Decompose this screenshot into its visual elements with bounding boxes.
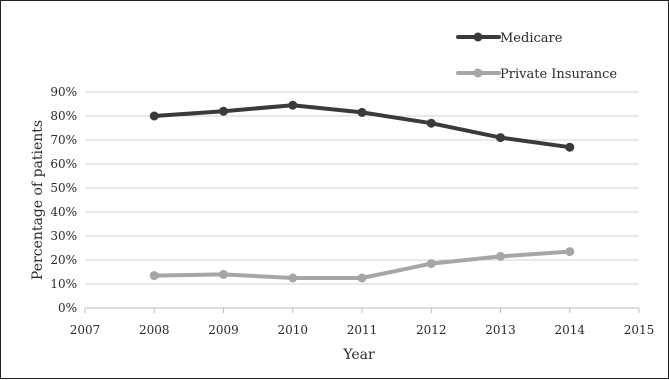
legend-label: Medicare bbox=[500, 31, 563, 46]
x-tick-label: 2009 bbox=[208, 323, 239, 337]
data-point bbox=[357, 273, 367, 283]
data-point bbox=[288, 273, 298, 283]
x-tick-label: 2014 bbox=[554, 323, 585, 337]
y-tick-label: 90% bbox=[50, 85, 77, 99]
axes: 0% 10% 20% 30% 40% 50% 60% 70% 80% 90% 2007 2008 200… bbox=[50, 85, 654, 337]
x-tick-label: 2013 bbox=[485, 323, 516, 337]
data-point bbox=[219, 269, 228, 279]
y-tick-label: 80% bbox=[50, 109, 77, 123]
x-tick-label: 2008 bbox=[139, 323, 170, 337]
data-point bbox=[149, 271, 159, 281]
legend: Medicare Private Insurance bbox=[456, 31, 617, 82]
data-point bbox=[496, 251, 505, 261]
y-tick-label: 60% bbox=[50, 157, 77, 171]
y-tick-label: 40% bbox=[50, 205, 77, 219]
series-lines bbox=[149, 100, 575, 283]
y-tick-label: 70% bbox=[50, 133, 77, 147]
legend-label: Private Insurance bbox=[500, 67, 617, 82]
data-point bbox=[565, 142, 575, 152]
x-tick-label: 2012 bbox=[416, 323, 447, 337]
y-tick-label: 10% bbox=[50, 277, 77, 291]
data-point bbox=[565, 247, 575, 257]
y-axis-title: Percentage of patients bbox=[30, 120, 46, 280]
legend-swatch-marker bbox=[473, 68, 483, 78]
data-point bbox=[496, 133, 505, 143]
x-tick-label: 2007 bbox=[70, 323, 101, 337]
data-point bbox=[426, 118, 436, 128]
x-tick-label: 2015 bbox=[624, 323, 655, 337]
y-tick-label: 20% bbox=[50, 253, 77, 267]
y-tick-label: 50% bbox=[50, 181, 77, 195]
data-point bbox=[149, 111, 159, 121]
data-point bbox=[426, 259, 436, 269]
data-point bbox=[288, 100, 298, 110]
x-tick-label: 2011 bbox=[347, 323, 378, 337]
y-tick-label: 30% bbox=[50, 229, 77, 243]
y-tick-label: 0% bbox=[58, 301, 77, 315]
legend-swatch-marker bbox=[473, 32, 483, 42]
data-point bbox=[357, 107, 367, 117]
data-point bbox=[219, 106, 228, 116]
x-tick-label: 2010 bbox=[277, 323, 308, 337]
x-axis-title: Year bbox=[342, 347, 375, 363]
